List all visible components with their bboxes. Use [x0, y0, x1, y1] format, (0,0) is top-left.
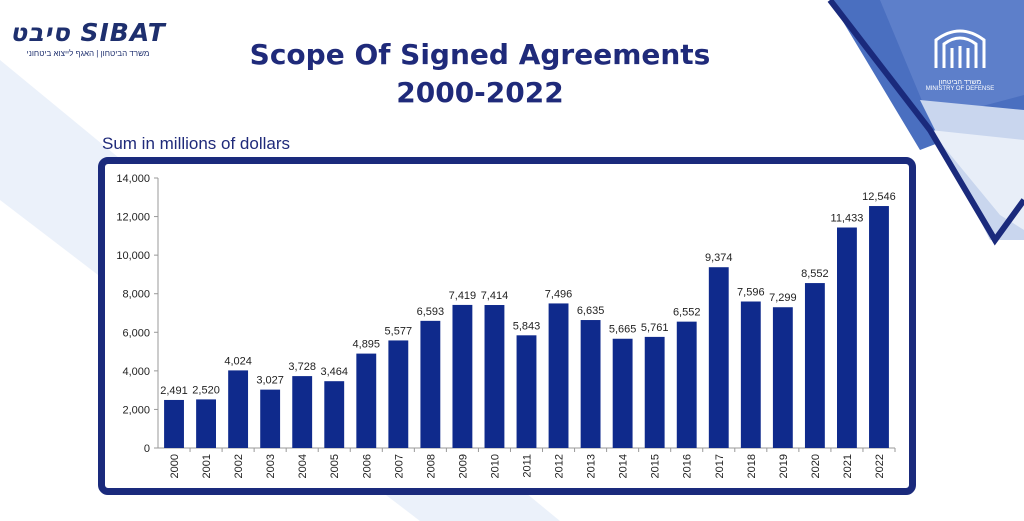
bar-2021 [837, 227, 857, 448]
x-tick-label-2019: 2019 [778, 454, 790, 478]
data-label-2010: 7,414 [481, 290, 509, 302]
data-label-2018: 7,596 [737, 287, 765, 299]
data-label-2016: 6,552 [673, 307, 701, 319]
x-tick-label-2020: 2020 [810, 454, 822, 478]
mod-hebrew-text: משרד הביטחון [938, 79, 982, 86]
bar-2009 [452, 304, 473, 448]
bar-2020 [804, 283, 825, 448]
y-tick-label: 12,000 [116, 212, 150, 224]
x-tick-label-2010: 2010 [489, 454, 501, 478]
y-tick-label: 0 [144, 443, 150, 455]
x-tick-label-2012: 2012 [554, 454, 566, 478]
bar-2011 [516, 335, 537, 448]
data-label-2021: 11,433 [831, 213, 864, 225]
data-label-2019: 7,299 [769, 292, 797, 304]
x-tick-label-2005: 2005 [329, 454, 341, 478]
sibat-subtitle: משרד הביטחון | האגף לייצוא ביטחוני [26, 49, 150, 58]
bar-2006 [356, 353, 377, 448]
bar-2014 [612, 338, 633, 448]
bar-2008 [420, 320, 441, 448]
data-label-2003: 3,027 [256, 375, 284, 387]
bar-2002 [228, 370, 249, 448]
data-label-2014: 5,665 [609, 324, 637, 336]
data-label-2006: 4,895 [353, 339, 381, 351]
sibat-brand-text: סיבט SIBAT [10, 18, 166, 47]
data-label-2002: 4,024 [224, 355, 252, 367]
data-label-2011: 5,843 [513, 320, 541, 332]
bar-2022 [869, 206, 889, 448]
x-tick-label-2017: 2017 [714, 454, 726, 478]
x-tick-label-2008: 2008 [425, 454, 437, 478]
data-label-2013: 6,635 [577, 305, 605, 317]
bar-2005 [324, 381, 345, 448]
x-tick-label-2002: 2002 [233, 454, 245, 478]
ministry-of-defense-logo: משרד הביטחון MINISTRY OF DEFENSE [920, 20, 1000, 92]
bar-2013 [580, 320, 601, 448]
x-tick-label-2011: 2011 [522, 454, 534, 478]
data-label-2001: 2,520 [192, 384, 220, 396]
y-tick-label: 2,000 [122, 404, 150, 416]
sibat-logo: סיבט SIBAT משרד הביטחון | האגף לייצוא בי… [8, 18, 168, 58]
data-label-2012: 7,496 [545, 288, 573, 300]
y-tick-label: 8,000 [122, 289, 150, 301]
page-title: Scope Of Signed Agreements 2000-2022 [200, 36, 760, 112]
x-tick-label-2000: 2000 [169, 454, 181, 478]
x-tick-label-2022: 2022 [874, 454, 886, 478]
bar-2018 [740, 301, 761, 448]
x-tick-label-2009: 2009 [457, 454, 469, 478]
x-tick-label-2013: 2013 [586, 454, 598, 478]
x-tick-label-2021: 2021 [842, 454, 854, 478]
bar-2010 [484, 305, 505, 448]
bar-2003 [260, 389, 281, 448]
bar-2004 [292, 376, 313, 448]
x-tick-label-2015: 2015 [650, 454, 662, 478]
title-line-2: 2000-2022 [396, 76, 564, 109]
title-line-1: Scope Of Signed Agreements [249, 38, 711, 71]
data-label-2009: 7,419 [449, 290, 477, 302]
data-label-2008: 6,593 [417, 306, 445, 318]
bar-2016 [676, 321, 697, 448]
x-tick-label-2001: 2001 [201, 454, 213, 478]
x-tick-label-2003: 2003 [265, 454, 277, 478]
y-tick-label: 10,000 [116, 250, 150, 262]
data-label-2004: 3,728 [288, 361, 316, 373]
data-label-2005: 3,464 [320, 366, 348, 378]
mod-emblem-icon [934, 29, 986, 68]
x-tick-label-2016: 2016 [682, 454, 694, 478]
x-tick-label-2004: 2004 [297, 454, 309, 478]
y-tick-label: 14,000 [116, 173, 150, 185]
y-tick-label: 6,000 [122, 327, 150, 339]
bar-2015 [644, 336, 665, 448]
x-tick-label-2014: 2014 [618, 454, 630, 478]
data-label-2020: 8,552 [801, 268, 829, 280]
bar-2001 [196, 399, 216, 448]
chart-subtitle: Sum in millions of dollars [102, 134, 291, 153]
bar-2007 [388, 340, 409, 448]
bar-2019 [772, 307, 793, 448]
data-label-2000: 2,491 [160, 385, 188, 397]
bar-2017 [708, 267, 729, 448]
mod-english-text: MINISTRY OF DEFENSE [925, 86, 995, 92]
x-tick-label-2018: 2018 [746, 454, 758, 478]
data-label-2017: 9,374 [705, 252, 733, 264]
data-label-2015: 5,761 [641, 322, 669, 334]
bar-2000 [164, 399, 184, 448]
data-label-2007: 5,577 [385, 325, 413, 337]
bar-2012 [548, 303, 569, 448]
y-tick-label: 4,000 [122, 366, 150, 378]
x-tick-label-2006: 2006 [361, 454, 373, 478]
x-tick-label-2007: 2007 [393, 454, 405, 478]
data-label-2022: 12,546 [862, 191, 896, 203]
